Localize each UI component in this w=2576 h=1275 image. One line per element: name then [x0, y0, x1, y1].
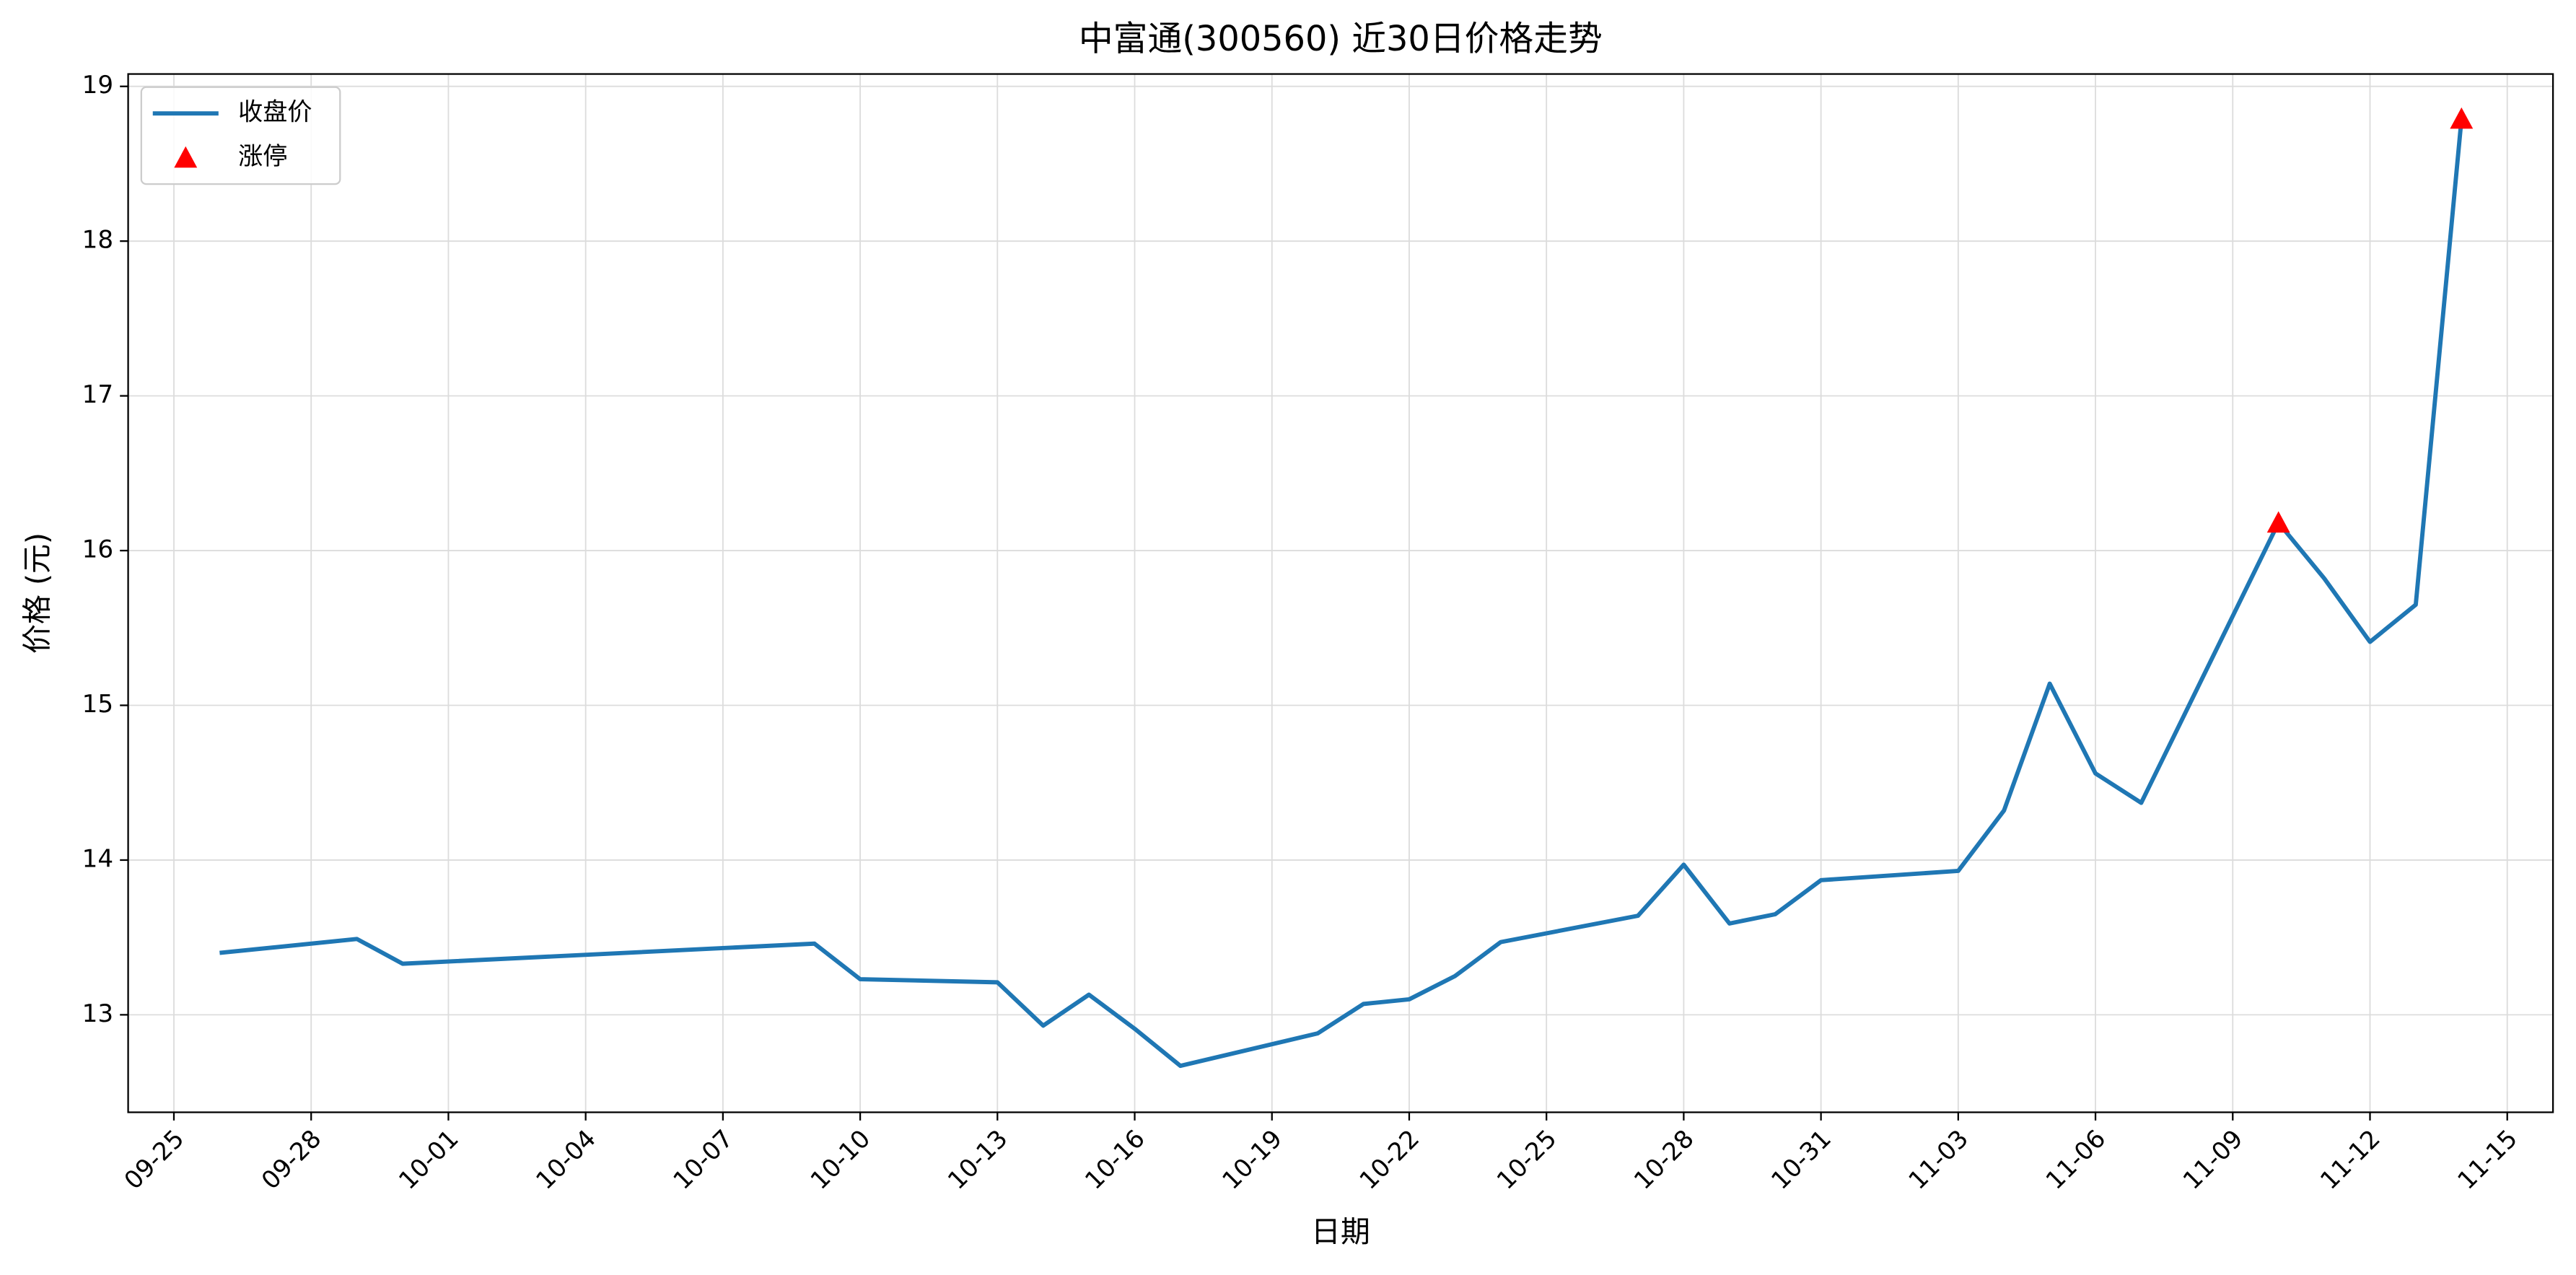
y-tick-label: 19: [82, 71, 113, 100]
y-axis-label: 价格 (元): [20, 533, 55, 654]
limit-up-marker: [2450, 107, 2474, 129]
y-tick-label: 18: [82, 226, 113, 255]
legend-label: 涨停: [238, 142, 287, 171]
y-tick-label: 15: [82, 690, 113, 719]
y-tick-label: 14: [82, 844, 113, 873]
y-tick-label: 17: [82, 380, 113, 409]
price-line: [219, 118, 2464, 1069]
y-tick-label: 16: [82, 535, 113, 564]
limit-up-marker: [2266, 511, 2290, 533]
plot-frame: [127, 73, 2554, 1113]
y-tick-label: 13: [82, 999, 113, 1028]
x-axis-label: 日期: [1311, 1214, 1370, 1249]
legend-label: 收盘价: [238, 98, 312, 127]
grid: [128, 74, 2554, 1113]
legend-marker: [174, 146, 198, 168]
chart-title: 中富通(300560) 近30日价格走势: [1079, 19, 1603, 59]
